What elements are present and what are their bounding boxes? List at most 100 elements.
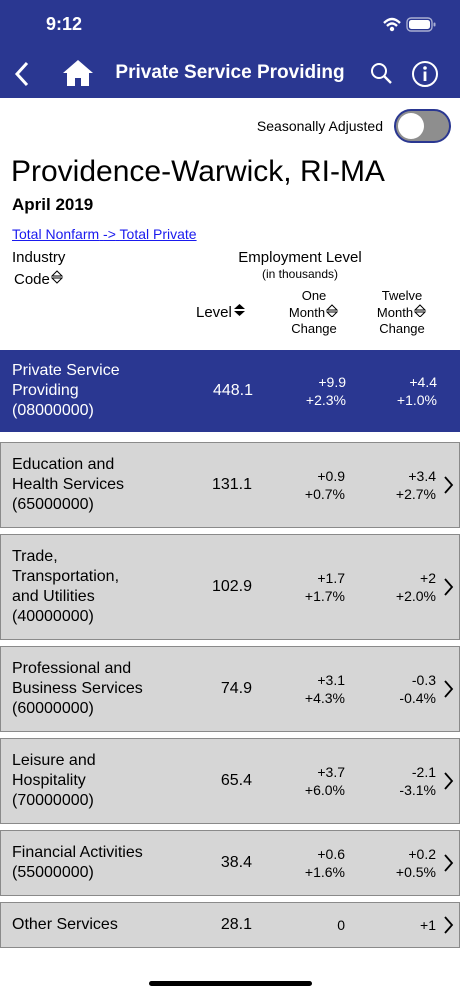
industry-name: Financial Activities xyxy=(12,844,143,861)
sort-icon xyxy=(50,270,64,284)
info-button[interactable] xyxy=(411,60,439,88)
status-icons xyxy=(383,17,436,32)
change-value: +3.7 xyxy=(317,764,345,780)
breadcrumb-link[interactable]: Total Private xyxy=(119,226,197,242)
twelve-month-change: +1 xyxy=(420,916,436,934)
industry-code: (60000000) xyxy=(12,700,94,717)
breadcrumb-link[interactable]: Total Nonfarm xyxy=(12,226,100,242)
industry-name: Education and Health Services xyxy=(12,456,125,493)
industry-code: (65000000) xyxy=(12,496,94,513)
nav-title: Private Service Providing xyxy=(115,62,345,83)
sort-icon xyxy=(325,304,339,318)
date: April 2019 xyxy=(12,195,94,214)
header-line: One xyxy=(301,288,327,303)
change-value: +1.0% xyxy=(396,392,437,408)
twelve-month-change: -0.3 -0.4% xyxy=(399,671,436,707)
one-month-change: +9.9 +2.3% xyxy=(306,373,346,409)
col-one-month[interactable]: One Month Change xyxy=(268,288,360,337)
industry-code: (40000000) xyxy=(12,608,94,625)
header-line: Change xyxy=(379,321,425,336)
sort-icon xyxy=(233,304,245,316)
industry-code: (55000000) xyxy=(12,864,94,881)
chevron xyxy=(444,578,454,596)
change-value: +0.7% xyxy=(304,486,345,502)
industry-name: Leisure and Hospitality xyxy=(12,752,96,789)
status-time: 9:12 xyxy=(46,14,83,34)
industry-row[interactable]: Education and Health Services (65000000) 1… xyxy=(0,442,460,528)
change-value: -0.3 xyxy=(411,672,436,688)
level: 74.9 xyxy=(220,680,252,697)
home-button[interactable] xyxy=(62,58,94,88)
header-line: Change xyxy=(291,321,337,336)
chevron xyxy=(444,854,454,872)
industry-list: Private Service Providing (08000000) 448.1… xyxy=(0,350,460,958)
twelve-month-change: -2.1 -3.1% xyxy=(399,763,436,799)
industry-name-cell: Private Service Providing (08000000) xyxy=(12,361,147,421)
industry-row: Private Service Providing (08000000) 448.1… xyxy=(0,350,460,432)
industry-row[interactable]: Other Services 28.1 0 +1 xyxy=(0,902,460,948)
change-value: -0.4% xyxy=(399,690,436,706)
level: 102.9 xyxy=(211,578,252,595)
industry-name: Private Service Providing xyxy=(12,362,120,399)
home-indicator xyxy=(149,981,312,986)
col-code[interactable]: Code xyxy=(14,270,64,288)
one-month-change: +3.1 +4.3% xyxy=(305,671,345,707)
one-month-change: 0 xyxy=(337,916,345,934)
chevron xyxy=(444,680,454,698)
header-line: Month xyxy=(376,305,414,320)
industry-name-cell: Professional and Business Services (60000… xyxy=(12,659,147,719)
industry-row[interactable]: Financial Activities (55000000) 38.4 +0.6 +1… xyxy=(0,830,460,896)
col-units: (in thousands) xyxy=(261,267,339,281)
header-line: Twelve xyxy=(381,288,423,303)
change-value: +6.0% xyxy=(304,782,345,798)
col-level[interactable]: Level xyxy=(196,303,247,321)
change-value: +0.6 xyxy=(317,846,345,862)
industry-code: (70000000) xyxy=(12,792,94,809)
chevron xyxy=(444,476,454,494)
industry-name-cell: Trade, Transportation, and Utilities (400… xyxy=(12,547,147,627)
one-month-change: +1.7 +1.7% xyxy=(305,569,345,605)
change-value: +1.7% xyxy=(304,588,345,604)
one-month-change: +0.6 +1.6% xyxy=(305,845,345,881)
industry-row[interactable]: Trade, Transportation, and Utilities (400… xyxy=(0,534,460,640)
industry-name-cell: Education and Health Services (65000000) xyxy=(12,455,147,515)
change-value: +4.3% xyxy=(304,690,345,706)
change-value: -2.1 xyxy=(411,764,436,780)
industry-row[interactable]: Leisure and Hospitality (70000000) 65.4 +3.… xyxy=(0,738,460,824)
breadcrumb-separator: -> xyxy=(103,226,116,242)
col-level-label: Level xyxy=(196,304,232,321)
change-value: +3.1 xyxy=(317,672,345,688)
one-month-change: +3.7 +6.0% xyxy=(305,763,345,799)
change-value: +4.4 xyxy=(409,374,437,390)
level: 131.1 xyxy=(211,476,252,493)
col-industry: Industry xyxy=(12,249,66,266)
twelve-month-change: +4.4 +1.0% xyxy=(397,373,437,409)
change-value: +0.2 xyxy=(408,846,436,862)
industry-name: Trade, Transportation, and Utilities xyxy=(12,548,120,605)
chevron xyxy=(444,772,454,790)
seasonal-toggle[interactable] xyxy=(394,109,451,143)
back-button[interactable] xyxy=(12,60,32,88)
col-employment: Employment Level xyxy=(238,249,362,266)
change-value: +1.7 xyxy=(317,570,345,586)
industry-name: Professional and Business Services xyxy=(12,660,143,697)
header-bar: 9:12 Private Service Providing xyxy=(0,0,460,98)
twelve-month-change: +3.4 +2.7% xyxy=(396,467,436,503)
search-button[interactable] xyxy=(370,62,394,86)
sort-icon xyxy=(413,304,427,318)
one-month-change: +0.9 +0.7% xyxy=(305,467,345,503)
industry-name-cell: Financial Activities (55000000) xyxy=(12,843,147,883)
header-line: Month xyxy=(288,305,326,320)
change-value: +0.9 xyxy=(317,468,345,484)
change-value: +1 xyxy=(420,917,436,933)
industry-name: Other Services xyxy=(12,916,118,933)
change-value: +9.9 xyxy=(318,374,346,390)
change-value: +3.4 xyxy=(408,468,436,484)
industry-row[interactable]: Professional and Business Services (60000… xyxy=(0,646,460,732)
col-twelve-month[interactable]: Twelve Month Change xyxy=(354,288,450,337)
area-title: Providence-Warwick, RI-MA xyxy=(11,155,385,188)
chevron xyxy=(444,916,454,934)
change-value: +2.7% xyxy=(395,486,436,502)
change-value: +1.6% xyxy=(304,864,345,880)
